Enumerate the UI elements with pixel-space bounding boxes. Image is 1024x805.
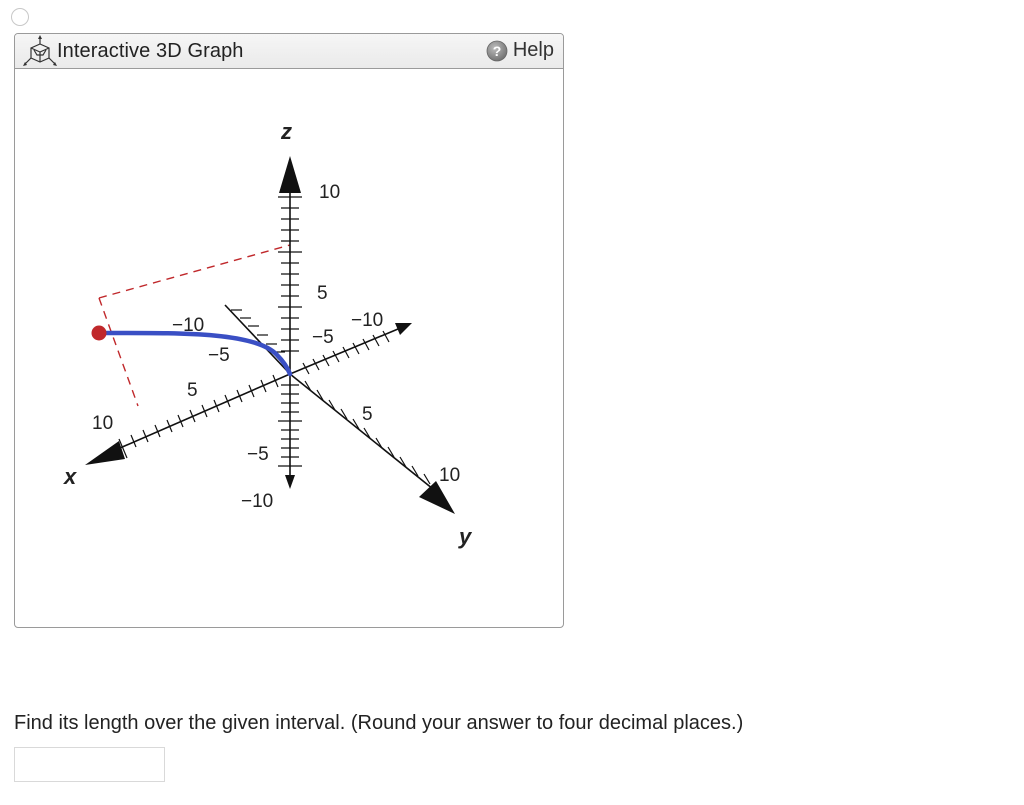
y-axis	[289, 328, 434, 490]
answer-input[interactable]	[14, 747, 165, 782]
help-button[interactable]: ? Help	[486, 39, 554, 62]
z-axis-arrow-bottom	[285, 475, 295, 489]
y-axis-arrow	[419, 481, 455, 514]
panel-header: Interactive 3D Graph ? Help	[15, 34, 563, 69]
z-tick-neg5: −5	[247, 444, 269, 465]
3d-graph-canvas[interactable]: z x y 10 5 −5 −10 10 5 −5 −10 10 5 −5 −1…	[15, 69, 563, 627]
y-axis-label: y	[458, 524, 473, 549]
z-axis-arrow-top	[279, 156, 301, 193]
x-axis	[119, 304, 291, 449]
panel-title: Interactive 3D Graph	[57, 39, 244, 62]
z-tick-neg10: −10	[241, 491, 273, 512]
y-tick-10: 10	[439, 465, 460, 486]
question-text: Find its length over the given interval.…	[14, 712, 744, 734]
x-axis-label: x	[63, 464, 77, 489]
z-axis-label: z	[280, 119, 292, 144]
x-tick-neg5: −5	[208, 345, 230, 366]
svg-text:?: ?	[493, 43, 502, 59]
help-label: Help	[512, 39, 554, 61]
space-curve	[96, 330, 293, 377]
question-radio[interactable]	[11, 8, 29, 26]
interactive-3d-graph-panel: Interactive 3D Graph ? Help	[14, 33, 564, 628]
z-tick-10: 10	[319, 182, 340, 203]
y-tick-neg5: −5	[312, 327, 334, 348]
x-tick-5: 5	[187, 380, 198, 401]
x-axis-ticks	[118, 309, 285, 459]
curve-endpoint	[91, 325, 107, 341]
x-axis-arrow	[85, 441, 125, 465]
z-axis-ticks	[278, 196, 302, 467]
y-tick-neg10: −10	[351, 310, 383, 331]
x-tick-10: 10	[92, 413, 113, 434]
y-tick-5: 5	[362, 404, 373, 425]
dashed-guides	[98, 244, 291, 407]
y-axis-ticks	[302, 330, 431, 485]
z-tick-5: 5	[317, 283, 328, 304]
3d-cube-icon	[23, 35, 57, 66]
x-tick-neg10: −10	[172, 315, 204, 336]
question-circle-icon: ?	[486, 40, 508, 61]
y-axis-arrow-back	[395, 323, 412, 335]
